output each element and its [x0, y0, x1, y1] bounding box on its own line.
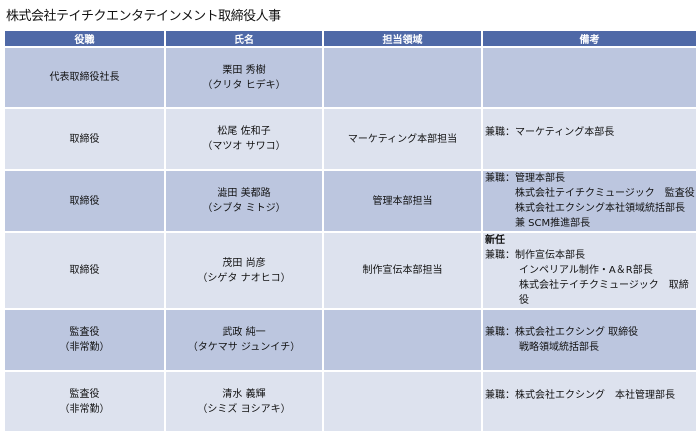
executive-table: 役職 氏名 担当領域 備考 代表取締役社長 栗田 秀樹 （クリタ ヒデキ） 取締役…	[5, 31, 698, 433]
note-line: 兼 SCM推進部長	[515, 218, 591, 229]
position-cell: 取締役	[5, 108, 166, 171]
position: 監査役	[69, 388, 100, 400]
position: 監査役	[69, 327, 100, 338]
note-line: 兼職：株式会社エクシング 取締役	[485, 327, 639, 338]
table-header: 役職 氏名 担当領域 備考	[5, 31, 698, 48]
note-line: 戦略領域統括部長	[519, 342, 599, 353]
name: 清水 義輝	[222, 388, 266, 400]
name: 澁田 美都路	[217, 188, 271, 199]
position-cell: 取締役	[5, 232, 166, 310]
area-cell	[323, 47, 483, 109]
name-cell: 茂田 尚彦 （シゲタ ナオヒコ）	[165, 232, 324, 310]
name: 栗田 秀樹	[222, 64, 266, 76]
area-cell	[323, 309, 483, 372]
note-line: 兼職：管理本部長	[485, 173, 565, 184]
area-cell: 管理本部担当	[323, 170, 483, 233]
page-title: 株式会社テイチクエンタテインメント取締役人事	[6, 9, 281, 24]
notes-cell: 兼職：管理本部長 株式会社テイチクミュージック 監査役 株式会社エクシング本社領…	[482, 170, 698, 233]
kana: （シブタ ミトジ）	[202, 203, 286, 214]
name: 松尾 佐和子	[217, 126, 271, 137]
name-cell: 澁田 美都路 （シブタ ミトジ）	[165, 170, 324, 233]
table-row: 取締役 松尾 佐和子 （マツオ サワコ） マーケティング本部担当 兼職：マーケティ…	[5, 108, 698, 171]
notes-cell: 兼職：株式会社エクシング 本社管理部長	[482, 371, 698, 433]
name-cell: 清水 義輝 （シミズ ヨシアキ）	[165, 371, 324, 433]
name-cell: 松尾 佐和子 （マツオ サワコ）	[165, 108, 324, 171]
note-line: インペリアル制作・A＆R部長	[519, 265, 653, 276]
kana: （タケマサ ジュンイチ）	[187, 342, 301, 353]
notes-cell: 新任 兼職：制作宣伝本部長 インペリアル制作・A＆R部長 株式会社テイチクミュー…	[482, 232, 698, 310]
position-cell: 監査役 （非常勤）	[5, 309, 166, 372]
position-note: （非常勤）	[59, 342, 110, 353]
position-cell: 代表取締役社長	[5, 47, 166, 109]
kana: （シミズ ヨシアキ）	[197, 403, 291, 415]
header-position: 役職	[5, 31, 166, 48]
area-cell: マーケティング本部担当	[323, 108, 483, 171]
note-line: 株式会社エクシング本社領域統括部長	[515, 203, 685, 214]
note-line: 兼職：マーケティング本部長	[485, 126, 615, 138]
note-line: 兼職：制作宣伝本部長	[485, 250, 585, 261]
note-line: 株式会社テイチクミュージック 取締役	[519, 280, 689, 306]
table-row: 取締役 澁田 美都路 （シブタ ミトジ） 管理本部担当 兼職：管理本部長 株式会社…	[5, 170, 698, 233]
note-line: 兼職：株式会社エクシング 本社管理部長	[485, 390, 675, 401]
position-cell: 監査役 （非常勤）	[5, 371, 166, 433]
new-appointment-badge: 新任	[485, 235, 505, 246]
notes-cell	[482, 47, 698, 109]
table-row: 代表取締役社長 栗田 秀樹 （クリタ ヒデキ）	[5, 47, 698, 109]
name-cell: 武政 純一 （タケマサ ジュンイチ）	[165, 309, 324, 372]
header-notes: 備考	[482, 31, 698, 48]
header-name: 氏名	[165, 31, 324, 48]
kana: （シゲタ ナオヒコ）	[197, 272, 291, 284]
kana: （マツオ サワコ）	[202, 141, 286, 152]
area-cell: 制作宣伝本部担当	[323, 232, 483, 310]
name: 茂田 尚彦	[222, 257, 266, 269]
name-cell: 栗田 秀樹 （クリタ ヒデキ）	[165, 47, 324, 109]
table-row: 取締役 茂田 尚彦 （シゲタ ナオヒコ） 制作宣伝本部担当 新任 兼職：制作宣伝本…	[5, 232, 698, 310]
position-note: （非常勤）	[59, 403, 110, 415]
table-row: 監査役 （非常勤） 清水 義輝 （シミズ ヨシアキ） 兼職：株式会社エクシング 本社…	[5, 371, 698, 433]
header-area: 担当領域	[323, 31, 483, 48]
note-line: 株式会社テイチクミュージック 監査役	[515, 188, 695, 199]
table-row: 監査役 （非常勤） 武政 純一 （タケマサ ジュンイチ） 兼職：株式会社エクシング …	[5, 309, 698, 372]
notes-cell: 兼職：マーケティング本部長	[482, 108, 698, 171]
kana: （クリタ ヒデキ）	[202, 79, 286, 91]
name: 武政 純一	[222, 327, 266, 338]
position-cell: 取締役	[5, 170, 166, 233]
notes-cell: 兼職：株式会社エクシング 取締役 戦略領域統括部長	[482, 309, 698, 372]
area-cell	[323, 371, 483, 433]
